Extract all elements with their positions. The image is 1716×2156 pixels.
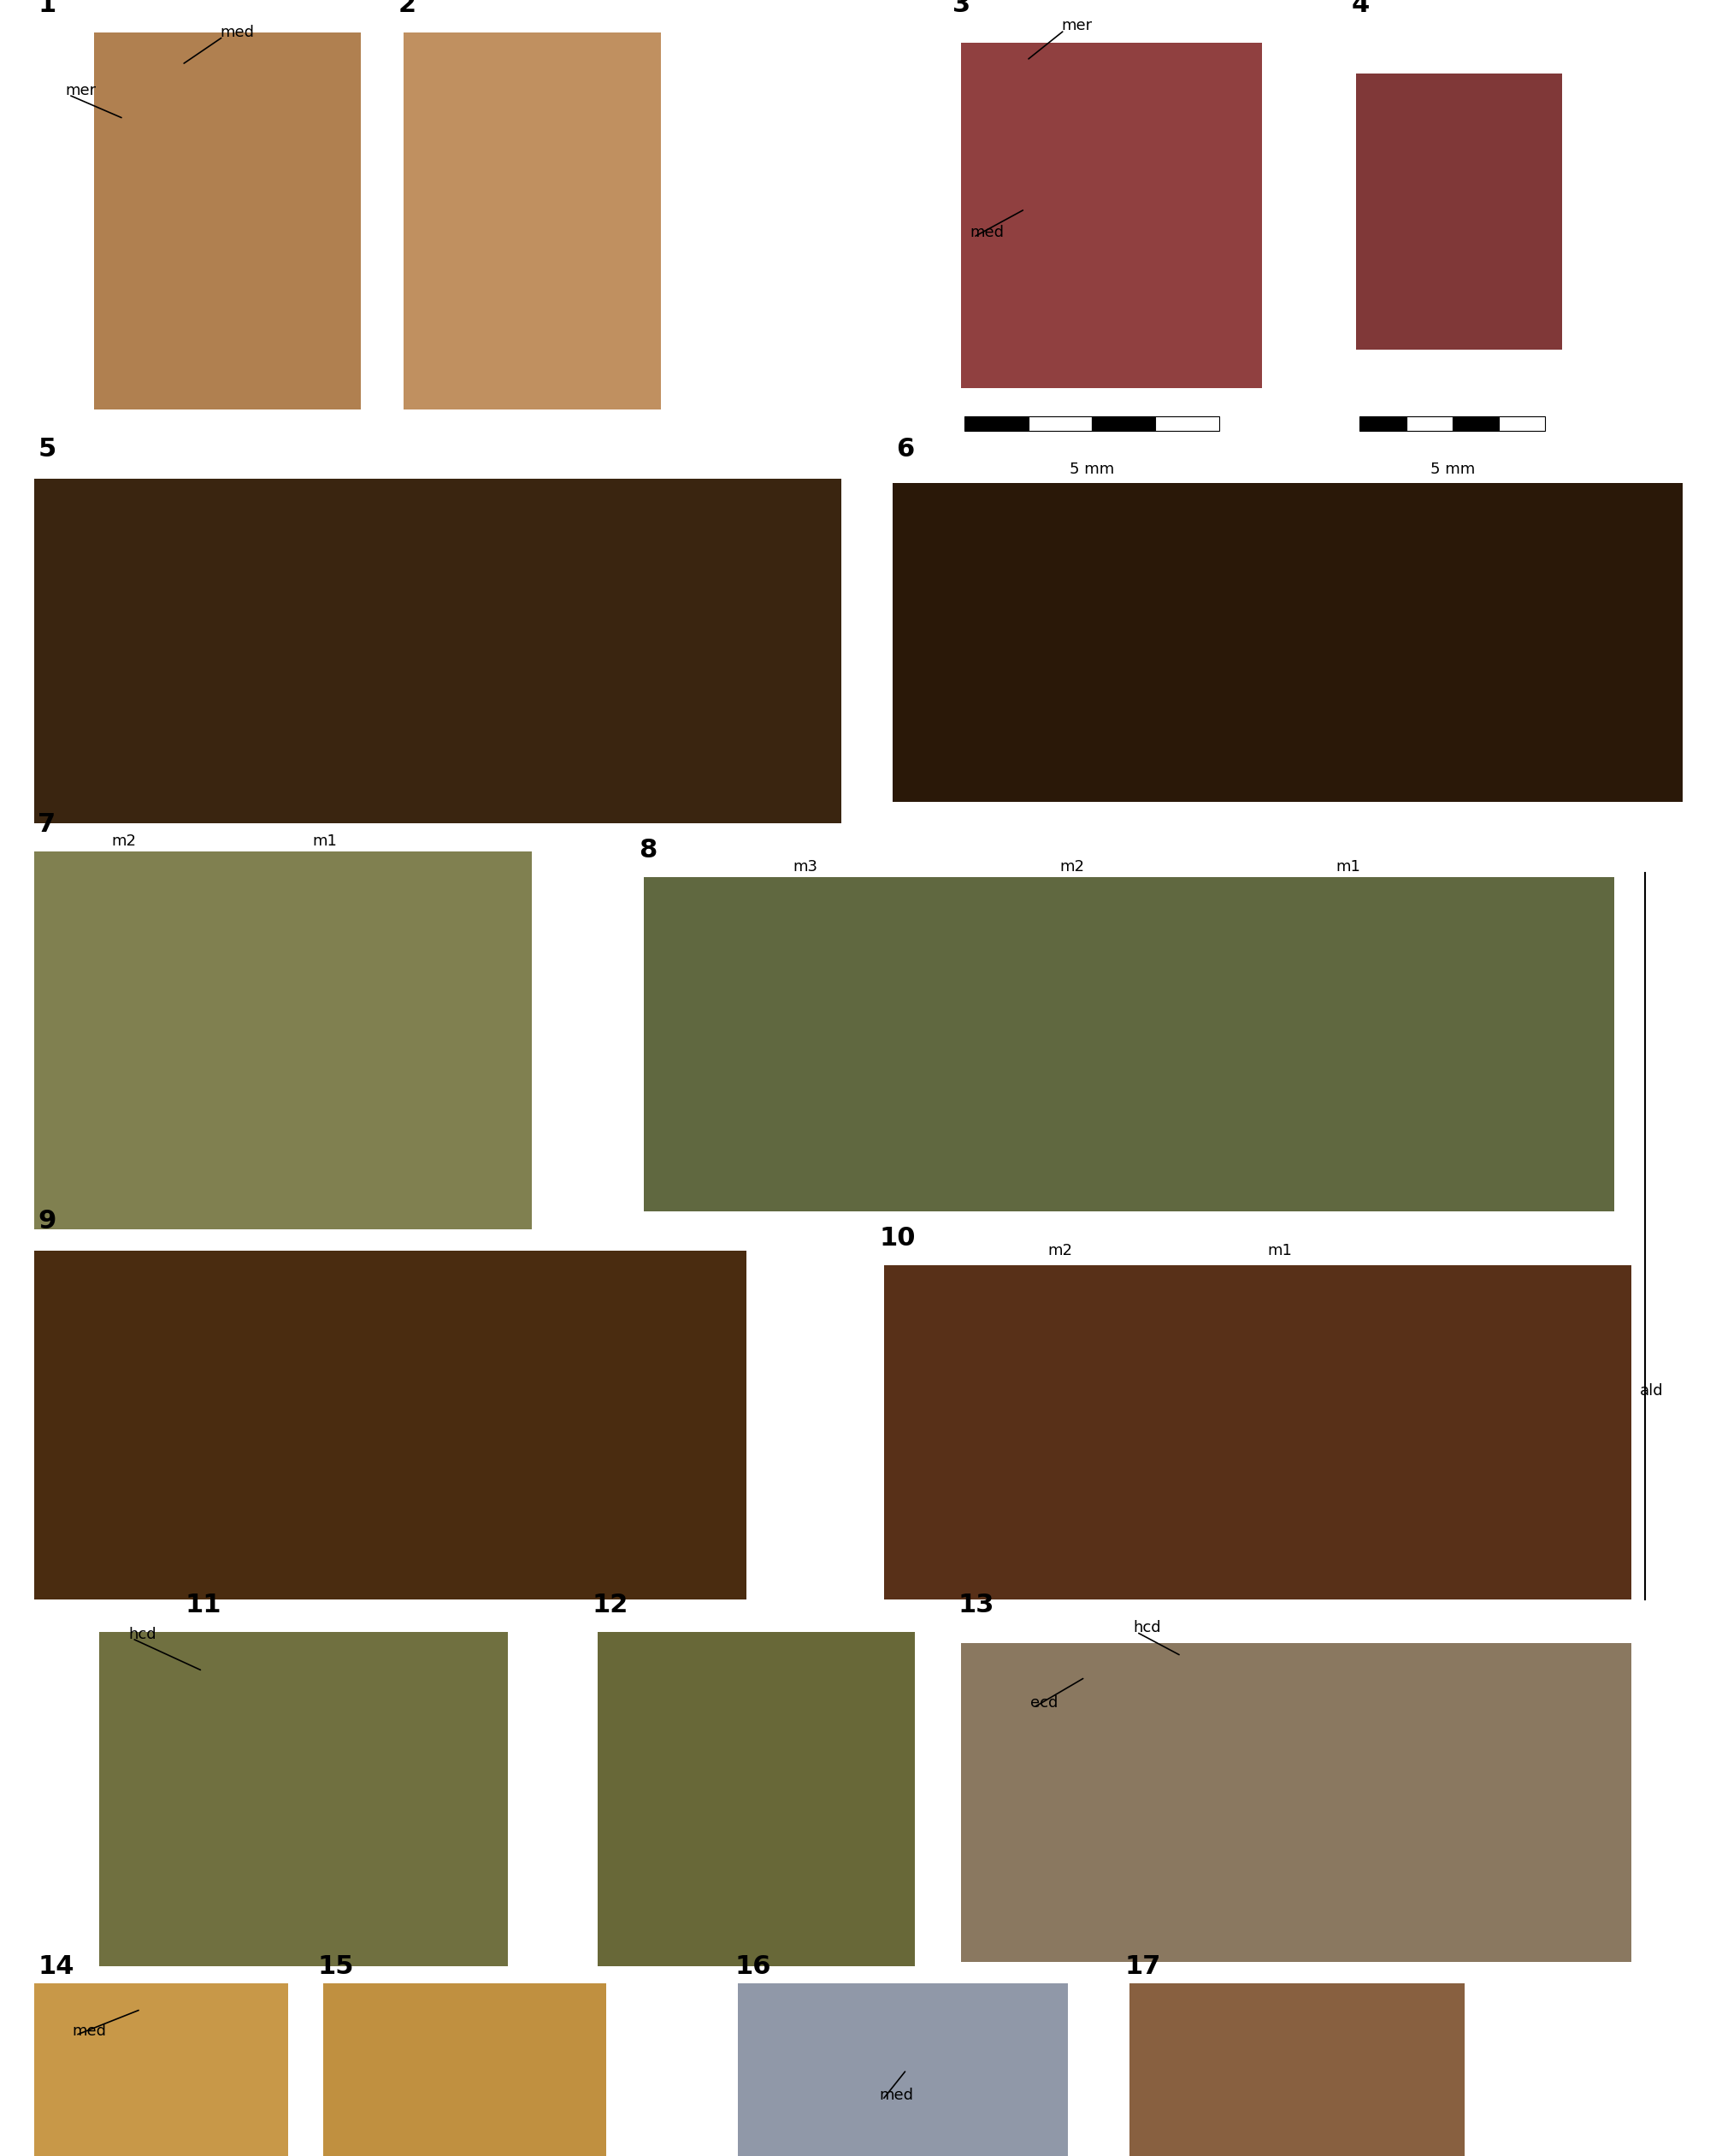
Text: 17: 17 (1124, 1955, 1160, 1979)
Bar (34, 1250, 746, 1600)
Text: mer: mer (1060, 17, 1091, 34)
Text: med: med (970, 224, 1004, 241)
Text: m1: m1 (1266, 1242, 1290, 1259)
Bar (34, 852, 532, 1229)
Text: med: med (72, 2022, 106, 2040)
Bar (961, 1643, 1630, 1962)
Text: 12: 12 (592, 1593, 628, 1617)
Text: 13: 13 (958, 1593, 994, 1617)
Text: 11: 11 (185, 1593, 221, 1617)
Bar (884, 1266, 1630, 1600)
Text: m2: m2 (1059, 858, 1083, 875)
Text: mer: mer (65, 82, 96, 99)
Text: 16: 16 (734, 1955, 770, 1979)
Text: 5 mm: 5 mm (1069, 461, 1114, 476)
Bar (738, 1984, 1067, 2156)
Bar (1356, 73, 1562, 349)
Text: ald: ald (1639, 1382, 1663, 1399)
Text: hcd: hcd (1133, 1619, 1160, 1636)
Text: 7: 7 (38, 813, 57, 837)
Text: ecd: ecd (1030, 1695, 1057, 1712)
Bar (34, 479, 841, 824)
Bar (1498, 416, 1544, 431)
Text: m3: m3 (793, 858, 817, 875)
Bar (1091, 416, 1155, 431)
Text: 5 mm: 5 mm (1429, 461, 1474, 476)
Bar (34, 1984, 288, 2156)
Text: 2: 2 (398, 0, 417, 17)
Text: 5: 5 (38, 438, 57, 461)
Text: m2: m2 (1047, 1242, 1071, 1259)
Bar (644, 877, 1613, 1212)
Bar (961, 43, 1261, 388)
Bar (892, 483, 1682, 802)
Text: med: med (220, 24, 254, 41)
Bar (323, 1984, 606, 2156)
Bar (100, 1632, 508, 1966)
Bar (964, 416, 1028, 431)
Bar (403, 32, 661, 410)
Bar (1028, 416, 1091, 431)
Bar (1405, 416, 1452, 431)
Text: 14: 14 (38, 1955, 74, 1979)
Text: med: med (879, 2087, 913, 2104)
Text: m1: m1 (312, 832, 336, 849)
Text: 10: 10 (879, 1227, 915, 1250)
Text: 6: 6 (896, 438, 915, 461)
Text: 8: 8 (638, 839, 657, 862)
Bar (1129, 1984, 1464, 2156)
Text: 1: 1 (38, 0, 57, 17)
Text: m1: m1 (1335, 858, 1359, 875)
Bar (94, 32, 360, 410)
Bar (1359, 416, 1405, 431)
Bar (1155, 416, 1218, 431)
Text: 4: 4 (1350, 0, 1369, 17)
Bar (1452, 416, 1498, 431)
Text: hcd: hcd (129, 1626, 156, 1643)
Text: 9: 9 (38, 1210, 57, 1233)
Text: 3: 3 (952, 0, 971, 17)
Text: 15: 15 (317, 1955, 353, 1979)
Bar (597, 1632, 915, 1966)
Text: m2: m2 (112, 832, 136, 849)
